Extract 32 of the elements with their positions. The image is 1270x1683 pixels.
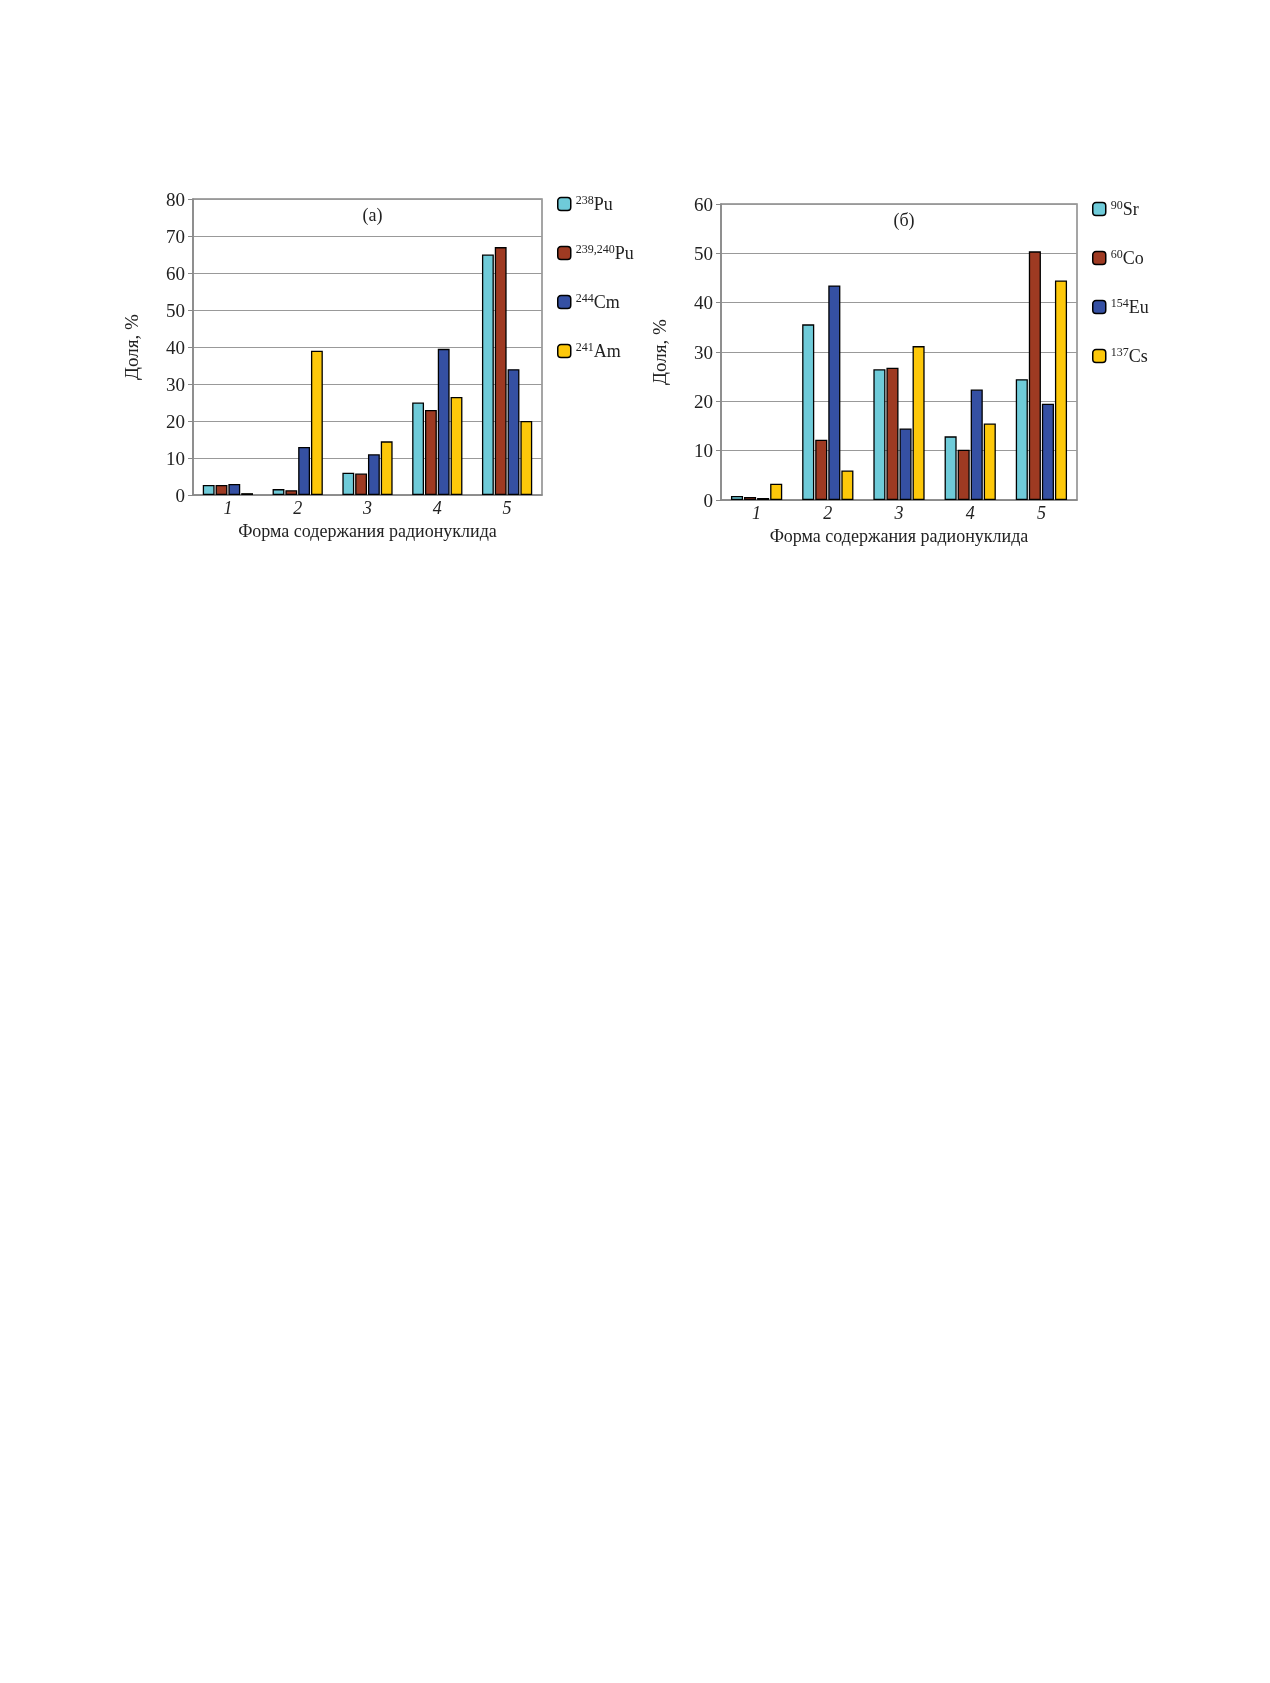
y-axis-title: Доля, % xyxy=(649,318,670,385)
x-axis-title: Форма содержания радионуклида xyxy=(238,520,497,541)
x-tick-label: 5 xyxy=(1036,503,1046,523)
y-tick-label: 60 xyxy=(166,262,185,284)
y-tick-label: 10 xyxy=(166,447,185,469)
x-tick-label: 3 xyxy=(893,503,904,523)
y-tick-label: 30 xyxy=(166,373,185,395)
y-tick-label: 80 xyxy=(166,188,185,210)
y-axis-title: Доля, % xyxy=(121,313,142,380)
chart-title: (б) xyxy=(893,210,915,231)
y-tick-label: 10 xyxy=(694,440,713,462)
y-tick-label: 70 xyxy=(166,225,185,247)
y-tick-label: 30 xyxy=(694,341,713,363)
y-tick-label: 50 xyxy=(166,299,185,321)
x-tick-label: 5 xyxy=(502,498,512,518)
y-tick-label: 20 xyxy=(694,390,713,412)
chart-title: (a) xyxy=(362,205,383,226)
y-tick-label: 50 xyxy=(694,242,713,264)
x-axis-title: Форма содержания радионуклида xyxy=(769,525,1029,546)
y-tick-label: 0 xyxy=(703,489,713,511)
y-tick-label: 0 xyxy=(175,484,185,506)
y-tick-label: 60 xyxy=(694,193,713,215)
y-tick-label: 40 xyxy=(166,336,185,358)
x-tick-label: 1 xyxy=(223,498,233,518)
y-tick-label: 20 xyxy=(166,410,185,432)
y-tick-label: 40 xyxy=(694,292,713,314)
x-tick-label: 4 xyxy=(432,498,442,518)
x-tick-label: 3 xyxy=(362,498,372,518)
x-tick-label: 1 xyxy=(752,503,762,523)
x-tick-label: 2 xyxy=(823,503,833,523)
x-tick-label: 4 xyxy=(965,503,975,523)
x-tick-label: 2 xyxy=(293,498,303,518)
